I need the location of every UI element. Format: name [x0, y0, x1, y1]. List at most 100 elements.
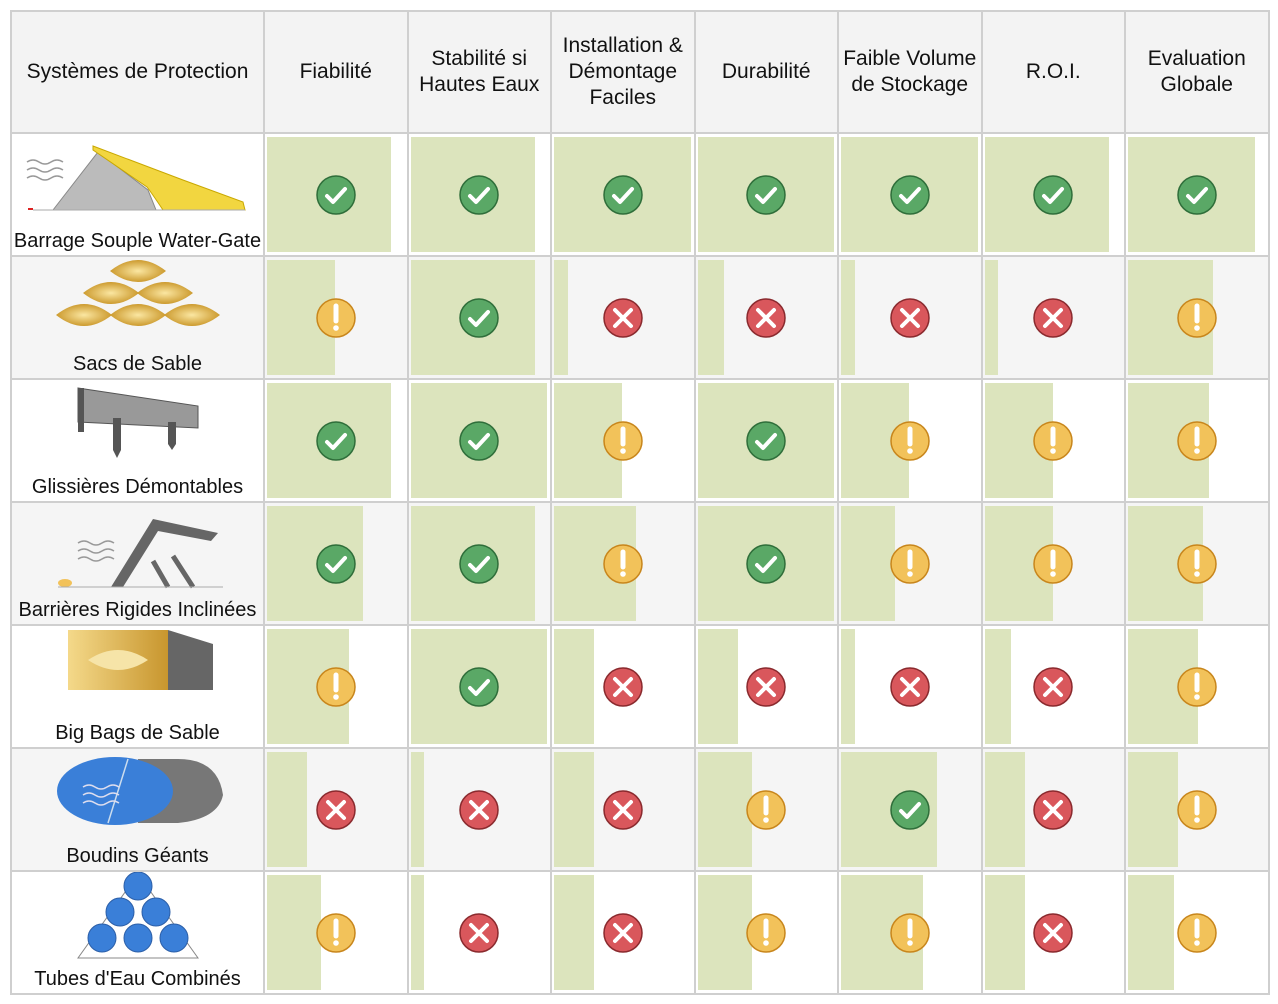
cross-icon [1032, 789, 1074, 831]
rating-cell [265, 749, 409, 872]
check-icon [458, 543, 500, 585]
rating-cell [408, 134, 552, 257]
warning-icon [1176, 912, 1218, 954]
combined-tubes-image [23, 872, 253, 967]
product-cell: Barrières Rigides Inclinées [12, 503, 265, 626]
rating-cell [552, 749, 696, 872]
product-name: Glissières Démontables [31, 476, 244, 498]
cross-icon [1032, 912, 1074, 954]
product-name: Sacs de Sable [73, 353, 202, 375]
cross-icon [602, 297, 644, 339]
demountable-barrier-image [23, 380, 253, 475]
rating-cell [839, 134, 983, 257]
score-bar [554, 752, 595, 867]
score-bar [410, 875, 425, 990]
cross-icon [458, 912, 500, 954]
rating-cell [1126, 134, 1270, 257]
score-bar [984, 260, 999, 375]
score-bar [410, 752, 425, 867]
product-cell: Big Bags de Sable [12, 626, 265, 749]
rating-cell [839, 380, 983, 503]
warning-icon [745, 789, 787, 831]
product-name: Barrières Rigides Inclinées [18, 599, 257, 621]
rating-cell [552, 257, 696, 380]
rating-cell [839, 749, 983, 872]
check-icon [889, 174, 931, 216]
rating-cell [695, 872, 839, 995]
rating-cell [552, 380, 696, 503]
score-bar [554, 260, 568, 375]
rating-cell [552, 872, 696, 995]
cross-icon [745, 666, 787, 708]
rating-cell [839, 503, 983, 626]
rating-cell [839, 626, 983, 749]
product-name: Tubes d'Eau Combinés [34, 968, 241, 990]
warning-icon [315, 666, 357, 708]
warning-icon [745, 912, 787, 954]
check-icon [458, 666, 500, 708]
score-bar [1128, 875, 1175, 990]
product-cell: Glissières Démontables [12, 380, 265, 503]
rating-cell [982, 503, 1126, 626]
product-cell: Barrage Souple Water-Gate [12, 134, 265, 257]
warning-icon [315, 297, 357, 339]
rating-cell [265, 257, 409, 380]
warning-icon [602, 420, 644, 462]
rating-cell [265, 380, 409, 503]
rating-cell [695, 134, 839, 257]
product-cell: Tubes d'Eau Combinés [12, 872, 265, 995]
score-bar [984, 752, 1025, 867]
check-icon [315, 174, 357, 216]
column-header: R.O.I. [982, 12, 1126, 134]
product-name: Boudins Géants [66, 845, 209, 867]
rating-cell [265, 626, 409, 749]
score-bar [267, 875, 322, 990]
score-bar [984, 875, 1025, 990]
check-icon [458, 174, 500, 216]
rating-cell [982, 749, 1126, 872]
big-bag-image [23, 626, 253, 721]
column-header: Faible Volume de Stockage [839, 12, 983, 134]
check-icon [458, 297, 500, 339]
warning-icon [1032, 420, 1074, 462]
warning-icon [1032, 543, 1074, 585]
score-bar [554, 875, 595, 990]
rating-cell [982, 257, 1126, 380]
check-icon [1176, 174, 1218, 216]
score-bar [697, 875, 752, 990]
check-icon [889, 789, 931, 831]
check-icon [745, 174, 787, 216]
warning-icon [889, 912, 931, 954]
score-bar [841, 506, 896, 621]
rating-cell [265, 134, 409, 257]
giant-tube-image [23, 749, 253, 844]
check-icon [1032, 174, 1074, 216]
cross-icon [458, 789, 500, 831]
warning-icon [1176, 297, 1218, 339]
rating-cell [1126, 380, 1270, 503]
rating-cell [552, 503, 696, 626]
rating-cell [839, 257, 983, 380]
rating-cell [982, 872, 1126, 995]
rating-cell [552, 626, 696, 749]
rating-cell [982, 134, 1126, 257]
warning-icon [1176, 543, 1218, 585]
rating-cell [1126, 257, 1270, 380]
rating-cell [408, 380, 552, 503]
product-name: Big Bags de Sable [55, 722, 220, 744]
rating-cell [982, 380, 1126, 503]
score-bar [267, 752, 308, 867]
rating-cell [408, 626, 552, 749]
rating-cell [1126, 503, 1270, 626]
column-header: Installation & Démontage Faciles [552, 12, 696, 134]
warning-icon [1176, 420, 1218, 462]
score-bar [841, 260, 855, 375]
rating-cell [265, 872, 409, 995]
column-header: Durabilité [695, 12, 839, 134]
rating-cell [695, 257, 839, 380]
rating-cell [695, 749, 839, 872]
cross-icon [1032, 297, 1074, 339]
column-header: Systèmes de Protection [12, 12, 265, 134]
rating-cell [1126, 626, 1270, 749]
cross-icon [602, 912, 644, 954]
